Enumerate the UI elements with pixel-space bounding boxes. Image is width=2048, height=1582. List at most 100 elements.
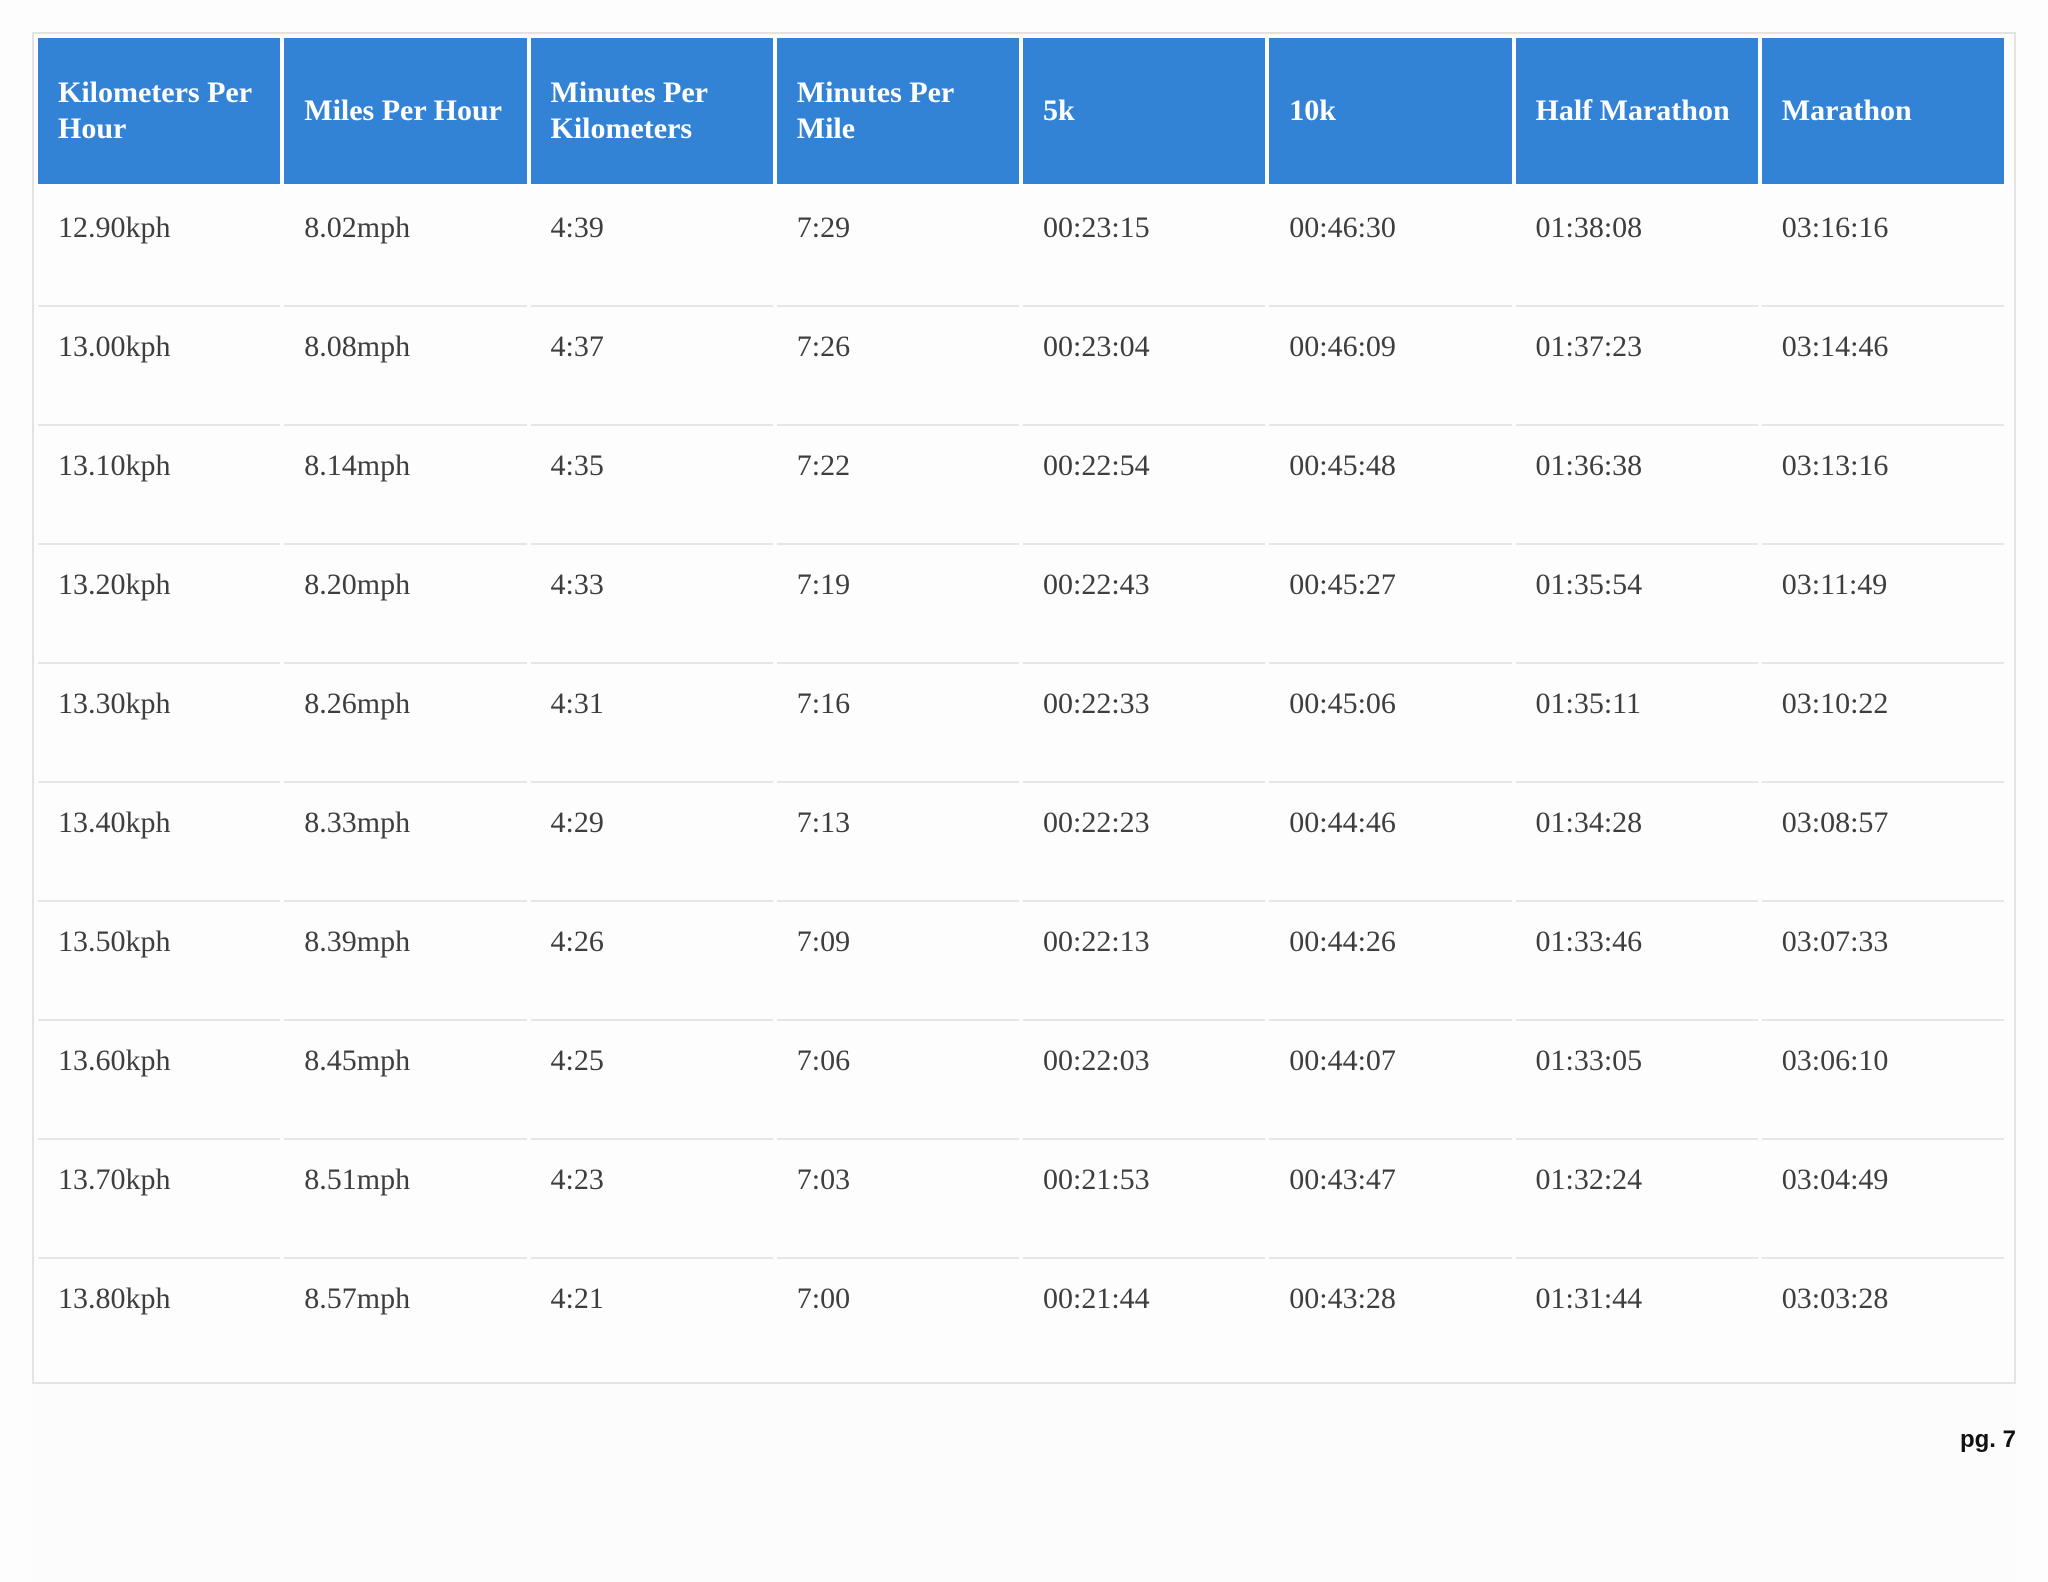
cell-half-marathon: 01:35:54 <box>1515 545 1758 664</box>
page-number: pg. 7 <box>1959 1426 2016 1453</box>
header-5k: 5k <box>1023 38 1266 188</box>
cell-10k: 00:46:30 <box>1269 188 1512 307</box>
table-row: 13.30kph 8.26mph 4:31 7:16 00:22:33 00:4… <box>38 664 2004 783</box>
cell-mph: 8.39mph <box>284 902 527 1021</box>
cell-min-per-mile: 7:03 <box>776 1140 1019 1259</box>
table-row: 13.60kph 8.45mph 4:25 7:06 00:22:03 00:4… <box>38 1021 2004 1140</box>
cell-10k: 00:44:46 <box>1269 783 1512 902</box>
cell-min-per-mile: 7:00 <box>796 1282 851 1315</box>
table-row: 13.00kph 8.08mph 4:37 7:26 00:23:04 00:4… <box>38 307 2004 426</box>
cell-half-marathon: 01:34:28 <box>1515 783 1758 902</box>
cell-min-per-mile: 7:19 <box>776 545 1019 664</box>
cell-5k: 00:22:54 <box>1023 426 1266 545</box>
cell-half-marathon: 01:38:08 <box>1515 188 1758 307</box>
cell-5k: 00:22:13 <box>1023 902 1266 1021</box>
cell-10k: 00:43:47 <box>1269 1140 1512 1259</box>
cell-min-per-km: 4:31 <box>530 664 773 783</box>
cell-marathon: 03:06:10 <box>1761 1021 2004 1140</box>
cell-kph: 13.70kph <box>38 1140 281 1259</box>
header-10k: 10k <box>1269 38 1512 188</box>
cell-marathon: 03:11:49 <box>1761 545 2004 664</box>
table-row: 13.50kph 8.39mph 4:26 7:09 00:22:13 00:4… <box>38 902 2004 1021</box>
cell-half-marathon: 01:33:46 <box>1515 902 1758 1021</box>
table-header-row: Kilometers Per Hour Miles Per Hour Minut… <box>38 38 2004 188</box>
pace-table-container: Kilometers Per Hour Miles Per Hour Minut… <box>32 32 2016 1384</box>
cell-kph: 13.50kph <box>38 902 281 1021</box>
cell-marathon: 03:03:28 <box>1781 1282 1889 1315</box>
cell-5k: 00:21:53 <box>1023 1140 1266 1259</box>
cell-mph: 8.20mph <box>284 545 527 664</box>
header-minutes-per-mile: Minutes Per Mile <box>776 38 1019 188</box>
cell-10k: 00:44:26 <box>1269 902 1512 1021</box>
table-row: 13.40kph 8.33mph 4:29 7:13 00:22:23 00:4… <box>38 783 2004 902</box>
cell-5k: 00:22:43 <box>1023 545 1266 664</box>
cell-10k: 00:43:28 <box>1289 1282 1396 1315</box>
header-kilometers-per-hour: Kilometers Per Hour <box>38 38 281 188</box>
cell-min-per-mile: 7:13 <box>776 783 1019 902</box>
cell-mph: 8.45mph <box>284 1021 527 1140</box>
header-half-marathon: Half Marathon <box>1515 38 1758 188</box>
cell-min-per-km: 4:37 <box>530 307 773 426</box>
cell-marathon: 03:10:22 <box>1761 664 2004 783</box>
cell-10k: 00:45:06 <box>1269 664 1512 783</box>
cell-min-per-mile: 7:22 <box>776 426 1019 545</box>
pace-conversion-table: Kilometers Per Hour Miles Per Hour Minut… <box>34 38 2008 1378</box>
cell-marathon: 03:13:16 <box>1761 426 2004 545</box>
cell-5k: 00:23:04 <box>1023 307 1266 426</box>
table-row: 13.20kph 8.20mph 4:33 7:19 00:22:43 00:4… <box>38 545 2004 664</box>
cell-min-per-km: 4:25 <box>530 1021 773 1140</box>
cell-half-marathon: 01:35:11 <box>1515 664 1758 783</box>
cell-mph: 8.51mph <box>284 1140 527 1259</box>
cell-mph: 8.33mph <box>284 783 527 902</box>
cell-min-per-km: 4:21 <box>550 1282 604 1315</box>
cell-half-marathon: 01:36:38 <box>1515 426 1758 545</box>
cell-mph: 8.14mph <box>284 426 527 545</box>
table-row: 13.70kph 8.51mph 4:23 7:03 00:21:53 00:4… <box>38 1140 2004 1259</box>
cell-5k: 00:22:03 <box>1023 1021 1266 1140</box>
cell-min-per-km: 4:35 <box>530 426 773 545</box>
cell-half-marathon: 01:32:24 <box>1515 1140 1758 1259</box>
cell-min-per-mile: 7:29 <box>776 188 1019 307</box>
cell-kph: 13.60kph <box>38 1021 281 1140</box>
cell-marathon: 03:04:49 <box>1761 1140 2004 1259</box>
cell-kph: 13.20kph <box>38 545 281 664</box>
cell-half-marathon: 01:31:44 <box>1535 1282 1643 1315</box>
cell-10k: 00:44:07 <box>1269 1021 1512 1140</box>
cell-marathon: 03:14:46 <box>1761 307 2004 426</box>
cell-kph: 13.80kph <box>58 1282 171 1315</box>
header-miles-per-hour: Miles Per Hour <box>284 38 527 188</box>
cell-10k: 00:45:27 <box>1269 545 1512 664</box>
cell-min-per-mile: 7:06 <box>776 1021 1019 1140</box>
cell-5k: 00:23:15 <box>1023 188 1266 307</box>
cell-mph: 8.26mph <box>284 664 527 783</box>
cell-min-per-km: 4:26 <box>530 902 773 1021</box>
cell-5k: 00:22:33 <box>1023 664 1266 783</box>
table-row: 12.90kph 8.02mph 4:39 7:29 00:23:15 00:4… <box>38 188 2004 307</box>
cell-min-per-km: 4:33 <box>530 545 773 664</box>
cell-min-per-mile: 7:16 <box>776 664 1019 783</box>
cell-5k: 00:22:23 <box>1023 783 1266 902</box>
cell-min-per-mile: 7:26 <box>776 307 1019 426</box>
cell-10k: 00:46:09 <box>1269 307 1512 426</box>
cell-min-per-km: 4:29 <box>530 783 773 902</box>
cell-marathon: 03:07:33 <box>1761 902 2004 1021</box>
cell-half-marathon: 01:33:05 <box>1515 1021 1758 1140</box>
cell-marathon: 03:16:16 <box>1761 188 2004 307</box>
cell-mph: 8.57mph <box>304 1282 411 1315</box>
cell-half-marathon: 01:37:23 <box>1515 307 1758 426</box>
cell-marathon: 03:08:57 <box>1761 783 2004 902</box>
cell-min-per-km: 4:39 <box>530 188 773 307</box>
header-marathon: Marathon <box>1761 38 2004 188</box>
cell-mph: 8.02mph <box>284 188 527 307</box>
cell-kph: 13.00kph <box>38 307 281 426</box>
cell-10k: 00:45:48 <box>1269 426 1512 545</box>
cell-5k: 00:21:44 <box>1043 1282 1150 1315</box>
cell-kph: 12.90kph <box>38 188 281 307</box>
header-minutes-per-kilometer: Minutes Per Kilometers <box>530 38 773 188</box>
table-row: 13.80kph 8.57mph 4:21 7:00 00:21:44 00:4… <box>38 1259 2004 1378</box>
cell-kph: 13.10kph <box>38 426 281 545</box>
cell-mph: 8.08mph <box>284 307 527 426</box>
cell-min-per-mile: 7:09 <box>776 902 1019 1021</box>
cell-min-per-km: 4:23 <box>530 1140 773 1259</box>
table-row: 13.10kph 8.14mph 4:35 7:22 00:22:54 00:4… <box>38 426 2004 545</box>
